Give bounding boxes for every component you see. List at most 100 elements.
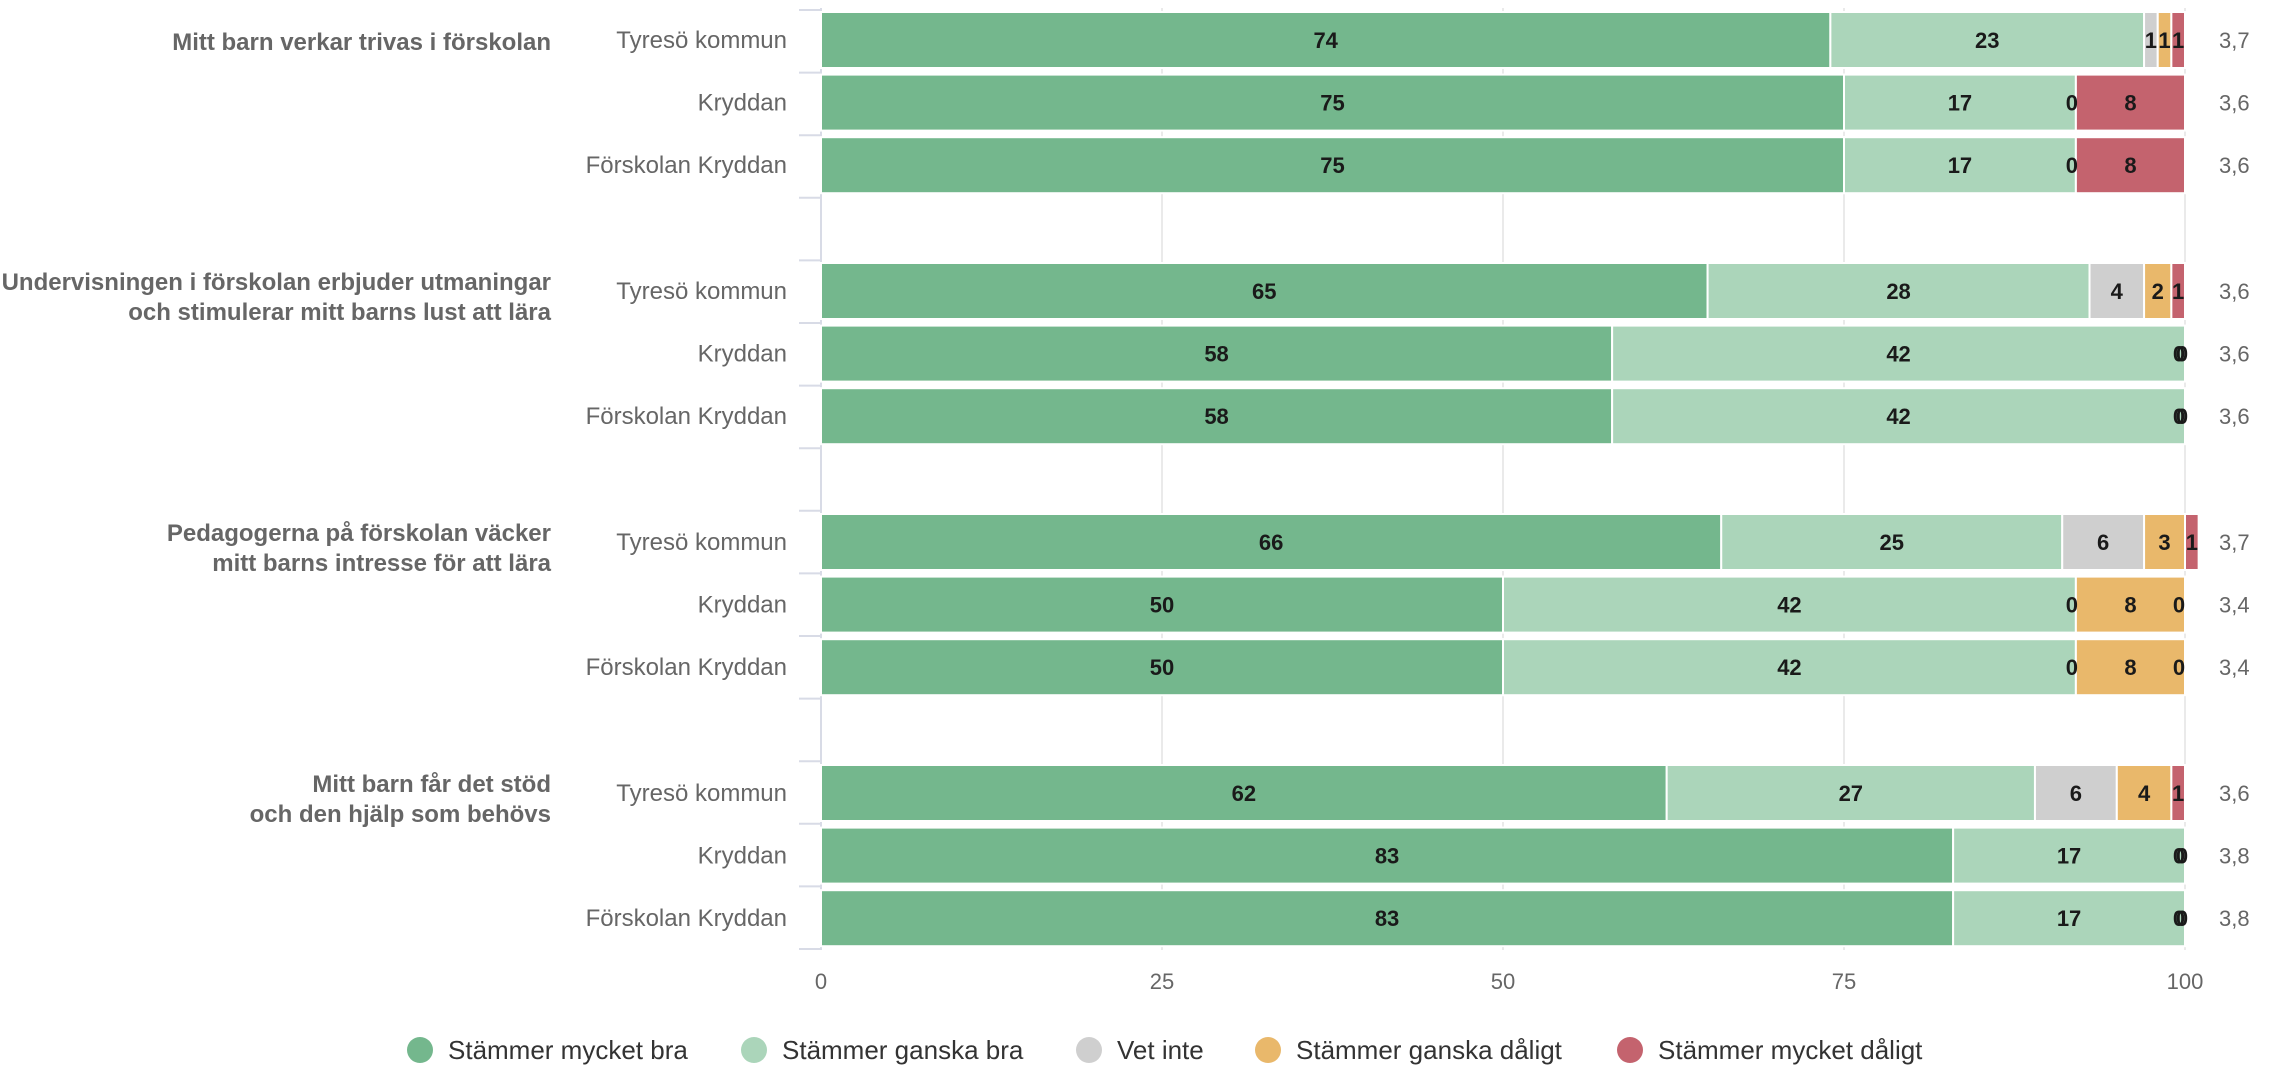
data-label: 66 xyxy=(1259,530,1283,555)
bar-segment xyxy=(1952,889,2186,948)
row-label: Kryddan xyxy=(698,592,787,619)
bar-segment xyxy=(820,387,1614,446)
bar-segment xyxy=(2061,513,2146,571)
data-label: 50 xyxy=(1150,593,1174,618)
mean-value-label: 3,7 xyxy=(2219,530,2250,555)
data-label: 28 xyxy=(1886,279,1910,304)
data-label: 6 xyxy=(2097,530,2109,555)
mean-value-label: 3,6 xyxy=(2219,404,2250,429)
legend-swatch xyxy=(1255,1037,1281,1063)
data-label: 2 xyxy=(2152,279,2164,304)
legend-item-label: Stämmer ganska bra xyxy=(782,1035,1024,1065)
mean-value-label: 3,6 xyxy=(2219,781,2250,806)
data-label: 0 xyxy=(2176,404,2188,429)
data-label: 0 xyxy=(2066,655,2078,680)
mean-value-label: 3,8 xyxy=(2219,844,2250,869)
bars-layer xyxy=(820,11,2200,948)
data-label: 27 xyxy=(1839,781,1863,806)
row-label: Förskolan Kryddan xyxy=(586,152,787,179)
bar-segment xyxy=(1611,324,2186,383)
data-label: 0 xyxy=(2173,404,2185,429)
data-label: 75 xyxy=(1320,153,1344,178)
data-label: 42 xyxy=(1777,655,1801,680)
labels-layer: Mitt barn verkar trivas i förskolan Tyres… xyxy=(2,27,2250,1065)
row-label: Förskolan Kryddan xyxy=(586,654,787,681)
bar-segment xyxy=(1843,73,2077,132)
data-label: 6 xyxy=(2070,781,2082,806)
data-label: 65 xyxy=(1252,279,1276,304)
data-label: 8 xyxy=(2124,153,2136,178)
x-tick-label: 100 xyxy=(2167,969,2204,994)
data-label: 25 xyxy=(1879,530,1903,555)
question-label: och stimulerar mitt barns lust att lära xyxy=(128,299,551,326)
bar-segment xyxy=(2170,11,2187,69)
legend-item-label: Stämmer mycket dåligt xyxy=(1658,1035,1923,1065)
question-label: Mitt barn verkar trivas i förskolan xyxy=(172,29,551,56)
data-label: 8 xyxy=(2124,655,2136,680)
bar-segment xyxy=(2143,513,2187,571)
legend-swatch xyxy=(407,1037,433,1063)
bar-segment xyxy=(1720,513,2064,571)
question-label: Pedagogerna på förskolan väcker xyxy=(167,520,551,547)
bar-segment xyxy=(820,513,1723,571)
bar-segment xyxy=(2074,575,2186,634)
bar-segment xyxy=(820,575,1504,634)
data-label: 23 xyxy=(1975,28,1999,53)
mean-value-label: 3,8 xyxy=(2219,906,2250,931)
bar-segment xyxy=(2184,513,2200,571)
bar-segment xyxy=(1611,387,2186,446)
data-label: 0 xyxy=(2173,593,2185,618)
data-label: 42 xyxy=(1777,593,1801,618)
legend-item-label: Vet inte xyxy=(1117,1035,1204,1065)
legend-item-label: Stämmer mycket bra xyxy=(448,1035,688,1065)
data-label: 62 xyxy=(1232,781,1256,806)
row-label: Tyresö kommun xyxy=(616,780,787,807)
data-label: 17 xyxy=(1948,91,1972,116)
data-label: 50 xyxy=(1150,655,1174,680)
data-label: 0 xyxy=(2173,844,2185,869)
data-label: 0 xyxy=(2066,91,2078,116)
data-label: 42 xyxy=(1886,404,1910,429)
data-label: 42 xyxy=(1886,342,1910,367)
row-label: Tyresö kommun xyxy=(616,278,787,305)
bar-segment xyxy=(2170,262,2187,320)
data-label: 0 xyxy=(2173,906,2185,931)
legend-swatch xyxy=(1617,1037,1643,1063)
data-label: 0 xyxy=(2173,342,2185,367)
row-label: Tyresö kommun xyxy=(616,529,787,556)
legend-swatch xyxy=(1076,1037,1102,1063)
question-label: Undervisningen i förskolan erbjuder utma… xyxy=(2,269,551,296)
data-label: 8 xyxy=(2124,91,2136,116)
data-label: 8 xyxy=(2124,593,2136,618)
data-label: 83 xyxy=(1375,906,1399,931)
data-label: 58 xyxy=(1204,404,1228,429)
data-label: 0 xyxy=(2176,342,2188,367)
data-label: 17 xyxy=(2057,844,2081,869)
bar-segment xyxy=(2074,73,2186,132)
data-label: 1 xyxy=(2172,28,2184,53)
row-label: Kryddan xyxy=(698,843,787,870)
data-label: 1 xyxy=(2172,781,2184,806)
row-label: Tyresö kommun xyxy=(616,27,787,54)
data-label: 17 xyxy=(1948,153,1972,178)
legend-item-label: Stämmer ganska dåligt xyxy=(1296,1035,1563,1065)
bar-segment xyxy=(820,73,1845,132)
data-label: 75 xyxy=(1320,91,1344,116)
data-label: 1 xyxy=(2158,28,2170,53)
bar-segment xyxy=(2074,638,2186,697)
mean-value-label: 3,6 xyxy=(2219,342,2250,367)
mean-value-label: 3,4 xyxy=(2219,593,2250,618)
data-label: 17 xyxy=(2057,906,2081,931)
data-label: 1 xyxy=(2186,530,2198,555)
data-label: 4 xyxy=(2111,279,2124,304)
data-label: 83 xyxy=(1375,844,1399,869)
legend-swatch xyxy=(741,1037,767,1063)
x-tick-label: 50 xyxy=(1491,969,1515,994)
bar-segment xyxy=(820,324,1614,383)
data-label: 1 xyxy=(2172,279,2184,304)
data-label: 0 xyxy=(2066,153,2078,178)
row-label: Kryddan xyxy=(698,341,787,368)
question-label: Mitt barn får det stöd xyxy=(312,771,551,798)
